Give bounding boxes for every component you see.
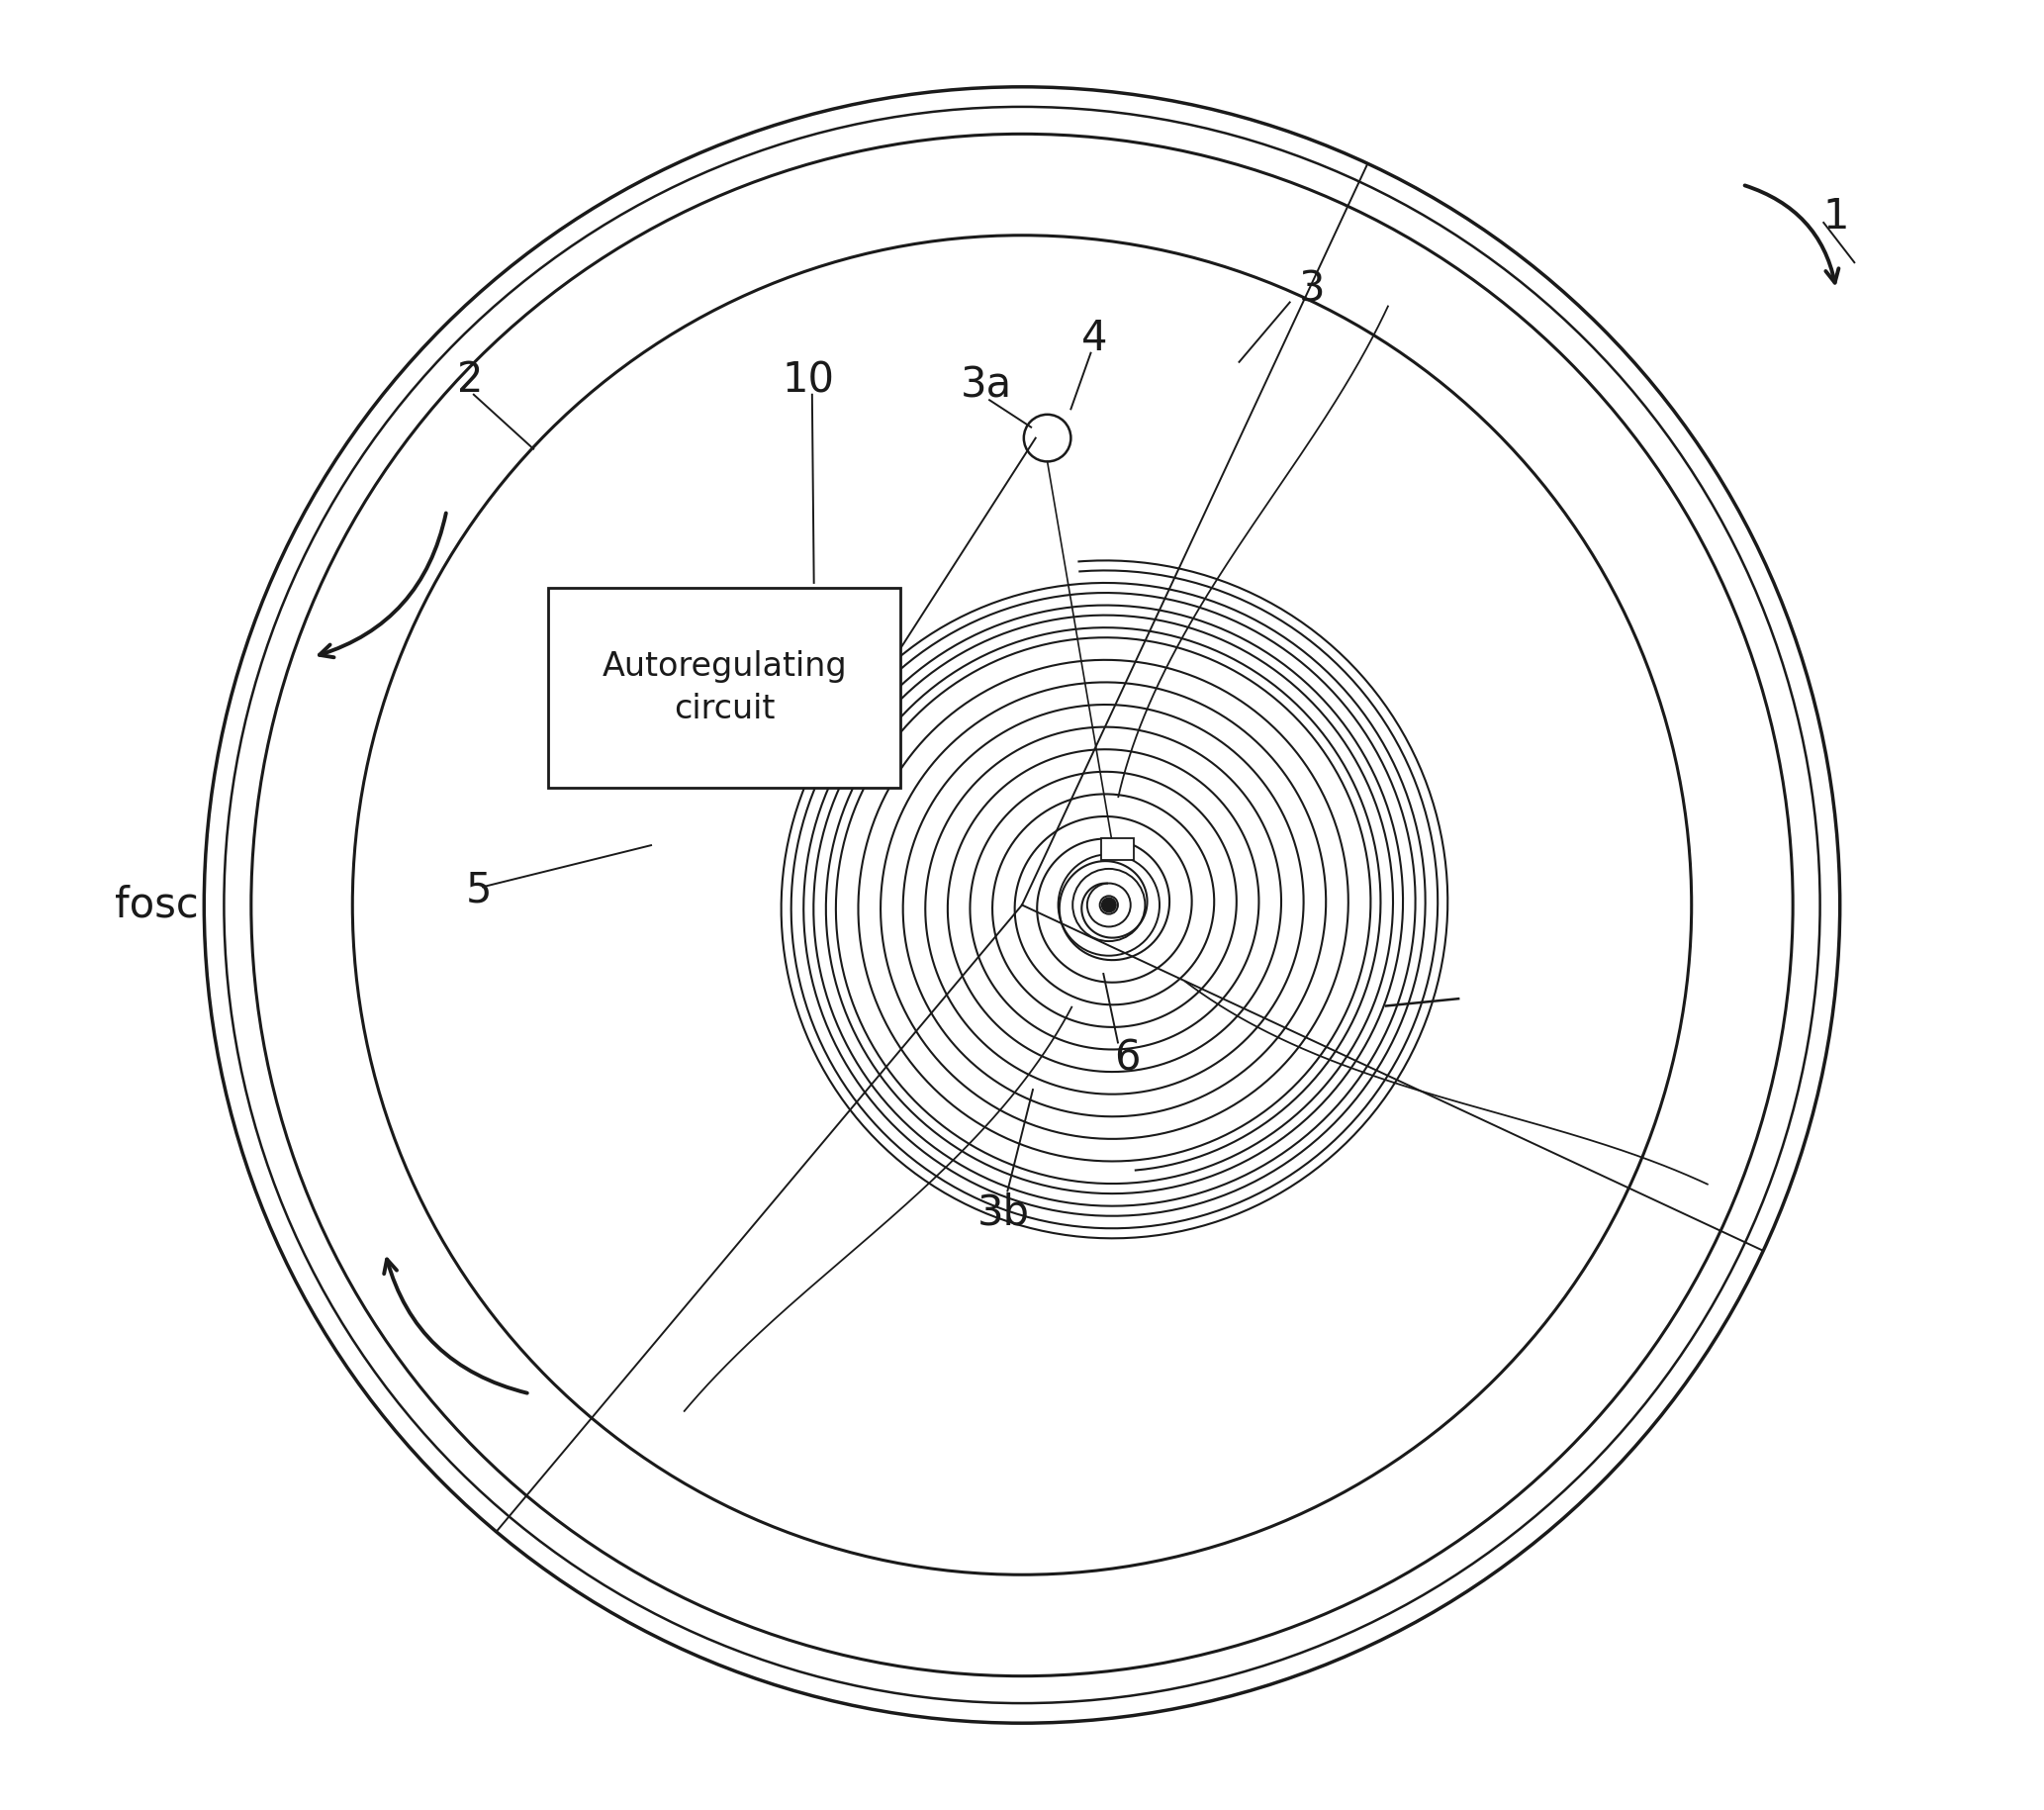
Text: 3a: 3a [961,366,1012,405]
Text: fosc: fosc [114,885,198,925]
Circle shape [1102,898,1116,912]
Text: 10: 10 [783,360,834,400]
Text: 3b: 3b [977,1193,1030,1233]
Text: 3: 3 [1298,270,1325,310]
Text: Autoregulating
circuit: Autoregulating circuit [601,650,846,726]
Text: 1: 1 [1823,197,1850,237]
FancyBboxPatch shape [548,588,901,787]
Text: 6: 6 [1114,1039,1141,1079]
Text: 5: 5 [466,871,493,910]
Bar [1102,838,1134,860]
Text: 2: 2 [458,360,482,400]
Text: 4: 4 [1081,319,1108,358]
